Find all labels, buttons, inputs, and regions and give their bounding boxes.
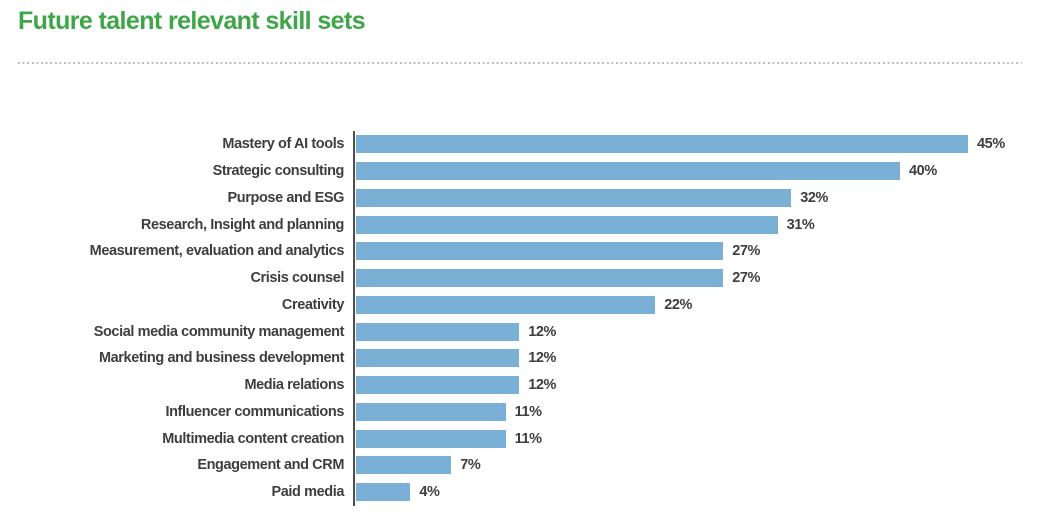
category-label: Social media community management [93,323,345,340]
bar-track: 12% [353,371,1038,399]
bar-rows: Mastery of AI tools 45% Strategic consulti… [0,131,1038,506]
bar-track: 32% [353,184,1038,212]
bar [356,215,778,234]
bar [356,242,724,261]
category-label: Media relations [244,377,344,394]
category-label: Creativity [281,296,344,313]
value-label: 11% [514,430,542,447]
bar [356,295,656,314]
category-label: Multimedia content creation [162,430,344,447]
bar-row: Marketing and business development 12% [0,345,1038,372]
category-label: Strategic consulting [212,163,345,180]
value-label: 45% [977,136,1005,153]
bar [356,162,900,181]
bar [356,376,520,395]
value-label: 12% [528,377,557,394]
bar-track: 45% [353,131,1038,158]
bar-track: 40% [353,157,1038,185]
category-label: Research, Insight and planning [140,216,345,233]
bar-track: 22% [353,291,1038,319]
bar [356,402,506,421]
bar-row: Crisis counsel 27% [0,264,1038,292]
bar-row: Creativity 22% [0,291,1038,319]
value-label: 12% [528,350,557,367]
bar-row: Media relations 12% [0,371,1038,399]
bar-track: 7% [353,452,1038,479]
category-label: Influencer communications [165,403,344,420]
category-label: Mastery of AI tools [222,136,344,153]
bar-row: Paid media 4% [0,478,1038,506]
bar-row: Mastery of AI tools 45% [0,131,1038,158]
value-label: 4% [419,484,440,501]
bar-row: Strategic consulting 40% [0,157,1038,185]
bar [356,456,452,475]
bar [356,429,506,448]
value-label: 27% [732,243,761,260]
category-label: Engagement and CRM [197,457,344,474]
bar-row: Influencer communications 11% [0,398,1038,426]
bar-track: 12% [353,318,1038,345]
bar-track: 12% [353,345,1038,372]
category-label: Marketing and business development [98,350,344,367]
bar-track: 11% [353,398,1038,426]
value-label: 12% [528,323,557,340]
dotted-separator [18,62,1022,64]
bar-row: Purpose and ESG 32% [0,184,1038,212]
bar [356,322,520,341]
bar [356,269,724,288]
value-label: 7% [460,457,481,474]
bar-track: 11% [353,425,1038,452]
category-label: Paid media [271,484,344,501]
page-title: Future talent relevant skill sets [18,7,366,35]
bar-row: Research, Insight and planning 31% [0,211,1038,238]
bar [356,483,411,502]
bar-row: Multimedia content creation 11% [0,425,1038,452]
value-label: 11% [514,403,542,420]
bar-row: Measurement, evaluation and analytics 27% [0,238,1038,265]
value-label: 40% [909,163,937,180]
bar [356,188,792,207]
bar-row: Engagement and CRM 7% [0,452,1038,479]
bar [356,135,968,154]
bar-track: 4% [353,478,1038,506]
value-label: 22% [664,296,693,313]
bar-track: 31% [353,211,1038,238]
value-label: 27% [732,270,761,287]
bar [356,349,520,368]
category-label: Measurement, evaluation and analytics [89,243,345,260]
bar-track: 27% [353,238,1038,265]
category-label: Purpose and ESG [227,189,345,206]
value-label: 32% [800,189,829,206]
category-label: Crisis counsel [250,270,344,287]
horizontal-bar-chart: Mastery of AI tools 45% Strategic consulti… [0,131,1038,506]
bar-track: 27% [353,264,1038,292]
bar-row: Social media community management 12% [0,318,1038,345]
value-label: 31% [786,216,815,233]
